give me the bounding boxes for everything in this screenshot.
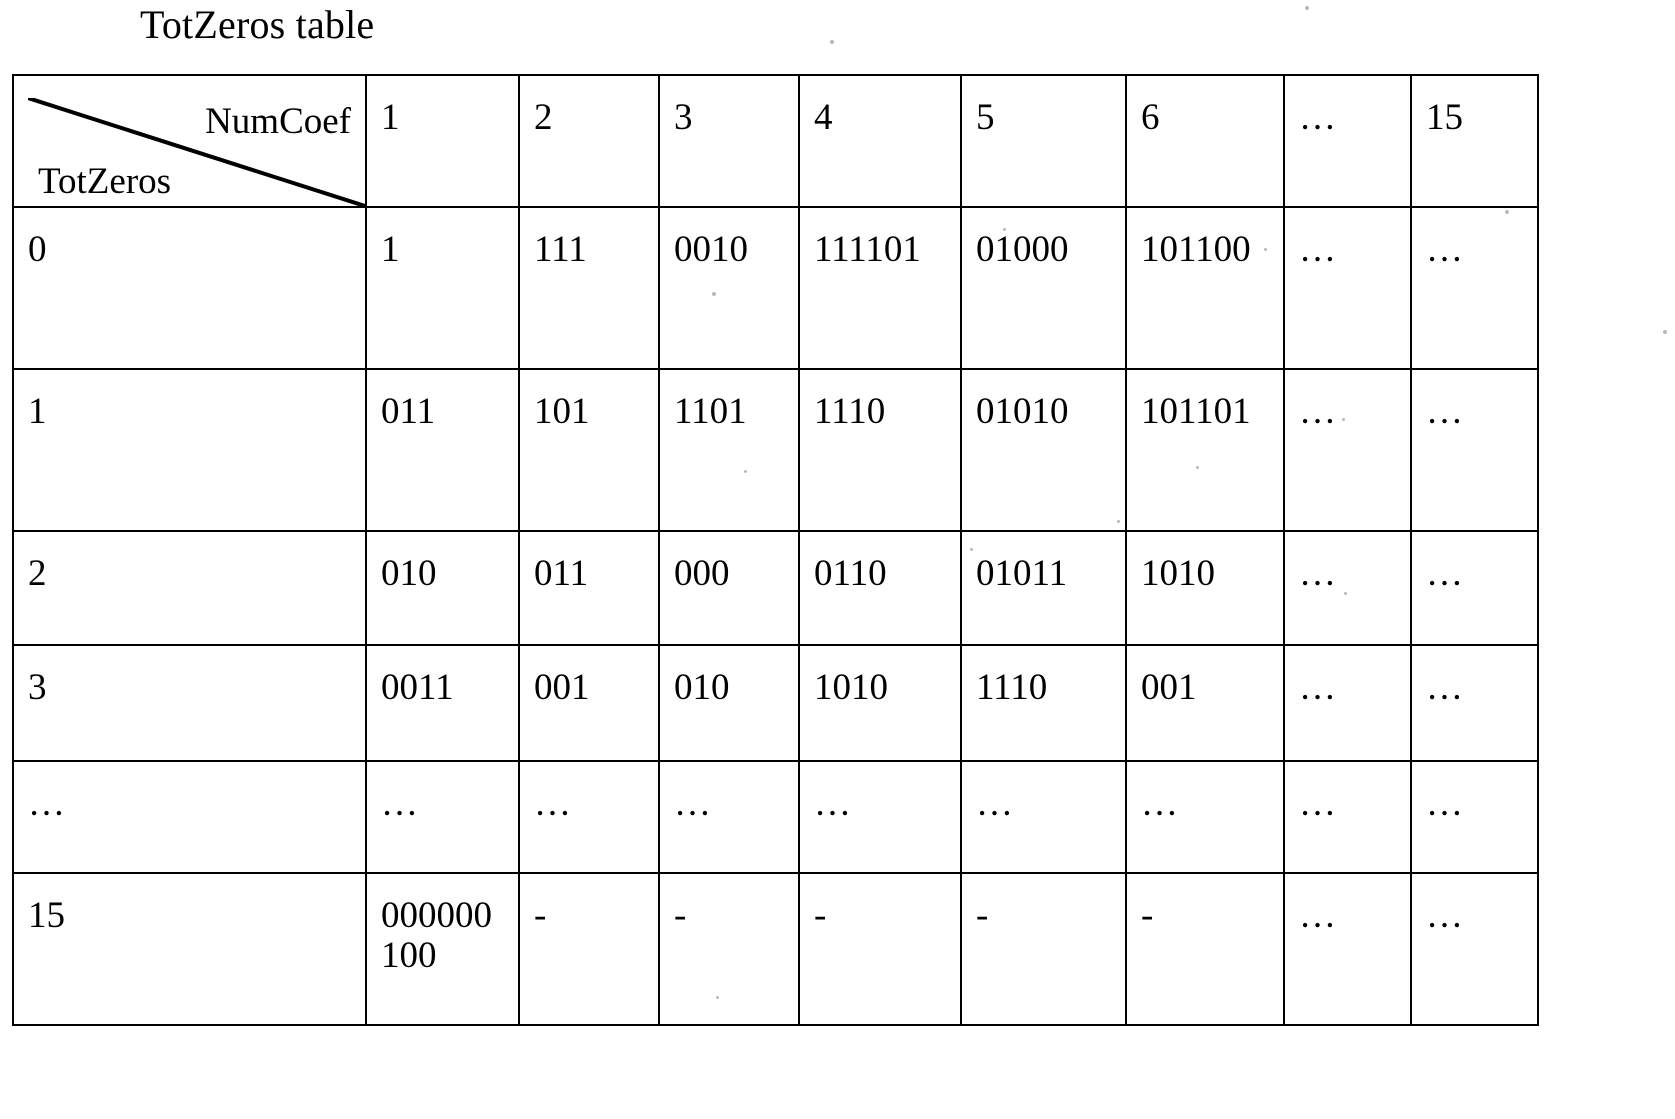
cell-15-15: … [1411, 873, 1538, 1025]
cell-3-5: 1110 [961, 645, 1126, 761]
cell-ellipsis-5: … [961, 761, 1126, 873]
page-title: TotZeros table [140, 2, 374, 48]
cell-3-1: 0011 [366, 645, 519, 761]
cell-2-15: … [1411, 531, 1538, 645]
table-row: 2 010 011 000 0110 01011 1010 … … [13, 531, 1538, 645]
cell-0-15: … [1411, 207, 1538, 369]
corner-row-axis-label: TotZeros [38, 162, 171, 202]
totzeros-table-container: NumCoef TotZeros 1 2 3 4 5 6 … 15 0 1 [12, 74, 1537, 1026]
cell-ellipsis-3: … [659, 761, 799, 873]
cell-3-2: 001 [519, 645, 659, 761]
cell-1-5: 01010 [961, 369, 1126, 531]
totzeros-table: NumCoef TotZeros 1 2 3 4 5 6 … 15 0 1 [12, 74, 1539, 1026]
cell-0-2: 111 [519, 207, 659, 369]
cell-3-15: … [1411, 645, 1538, 761]
column-header-1: 1 [366, 75, 519, 207]
cell-1-1: 011 [366, 369, 519, 531]
cell-ellipsis-ellipsis: … [1284, 761, 1411, 873]
cell-15-1: 000000100 [366, 873, 519, 1025]
cell-1-ellipsis: … [1284, 369, 1411, 531]
cell-0-1: 1 [366, 207, 519, 369]
cell-15-5: - [961, 873, 1126, 1025]
cell-2-4: 0110 [799, 531, 961, 645]
cell-value: 1110 [976, 668, 1101, 708]
column-header-4: 4 [799, 75, 961, 207]
cell-15-2: - [519, 873, 659, 1025]
cell-15-6: - [1126, 873, 1284, 1025]
column-header-3: 3 [659, 75, 799, 207]
cell-value: 0110 [814, 554, 939, 594]
cell-value: 101101 [1141, 392, 1266, 432]
row-header-15: 15 [13, 873, 366, 1025]
cell-value: 1010 [1141, 554, 1266, 594]
table-row: 3 0011 001 010 1010 1110 001 … … [13, 645, 1538, 761]
row-header-ellipsis: … [13, 761, 366, 873]
cell-1-3: 1101 [659, 369, 799, 531]
cell-0-4: 111101 [799, 207, 961, 369]
row-header-2: 2 [13, 531, 366, 645]
cell-2-2: 011 [519, 531, 659, 645]
cell-ellipsis-4: … [799, 761, 961, 873]
cell-ellipsis-2: … [519, 761, 659, 873]
page-canvas: TotZeros table NumCoef TotZeros [0, 0, 1675, 1119]
table-corner-header-cell: NumCoef TotZeros [13, 75, 366, 207]
cell-3-4: 1010 [799, 645, 961, 761]
cell-value: 001 [1141, 668, 1266, 708]
column-header-15: 15 [1411, 75, 1538, 207]
cell-1-15: … [1411, 369, 1538, 531]
row-header-3: 3 [13, 645, 366, 761]
cell-3-3: 010 [659, 645, 799, 761]
row-header-1: 1 [13, 369, 366, 531]
cell-2-ellipsis: … [1284, 531, 1411, 645]
cell-0-6: 101100 [1126, 207, 1284, 369]
cell-value: 1110 [814, 392, 939, 432]
cell-1-2: 101 [519, 369, 659, 531]
cell-1-6: 101101 [1126, 369, 1284, 531]
column-header-6: 6 [1126, 75, 1284, 207]
table-row: 15 000000100 - - - - - … … [13, 873, 1538, 1025]
cell-1-4: 1110 [799, 369, 961, 531]
cell-2-5: 01011 [961, 531, 1126, 645]
table-header-row: NumCoef TotZeros 1 2 3 4 5 6 … 15 [13, 75, 1538, 207]
cell-2-3: 000 [659, 531, 799, 645]
cell-0-3: 0010 [659, 207, 799, 369]
cell-15-3: - [659, 873, 799, 1025]
cell-value: 000000100 [381, 896, 506, 976]
cell-value: 01010 [976, 392, 1101, 432]
column-header-5: 5 [961, 75, 1126, 207]
cell-value: 101100 [1141, 230, 1266, 270]
cell-ellipsis-15: … [1411, 761, 1538, 873]
cell-value: 111101 [814, 230, 939, 270]
cell-3-6: 001 [1126, 645, 1284, 761]
scan-speckle [1305, 6, 1309, 10]
cell-value: 01011 [976, 554, 1101, 594]
column-header-ellipsis: … [1284, 75, 1411, 207]
cell-15-4: - [799, 873, 961, 1025]
cell-2-1: 010 [366, 531, 519, 645]
scan-speckle [1663, 330, 1667, 334]
cell-ellipsis-6: … [1126, 761, 1284, 873]
scan-speckle [830, 40, 834, 44]
cell-2-6: 1010 [1126, 531, 1284, 645]
cell-value: 1010 [814, 668, 939, 708]
cell-value: 01000 [976, 230, 1101, 270]
corner-column-axis-label: NumCoef [205, 102, 351, 142]
table-row: 1 011 101 1101 1110 01010 101101 … … [13, 369, 1538, 531]
cell-15-ellipsis: … [1284, 873, 1411, 1025]
cell-3-ellipsis: … [1284, 645, 1411, 761]
cell-0-5: 01000 [961, 207, 1126, 369]
cell-ellipsis-1: … [366, 761, 519, 873]
cell-0-ellipsis: … [1284, 207, 1411, 369]
row-header-0: 0 [13, 207, 366, 369]
column-header-2: 2 [519, 75, 659, 207]
table-row: … … … … … … … … … [13, 761, 1538, 873]
table-row: 0 1 111 0010 111101 01000 101100 … … [13, 207, 1538, 369]
